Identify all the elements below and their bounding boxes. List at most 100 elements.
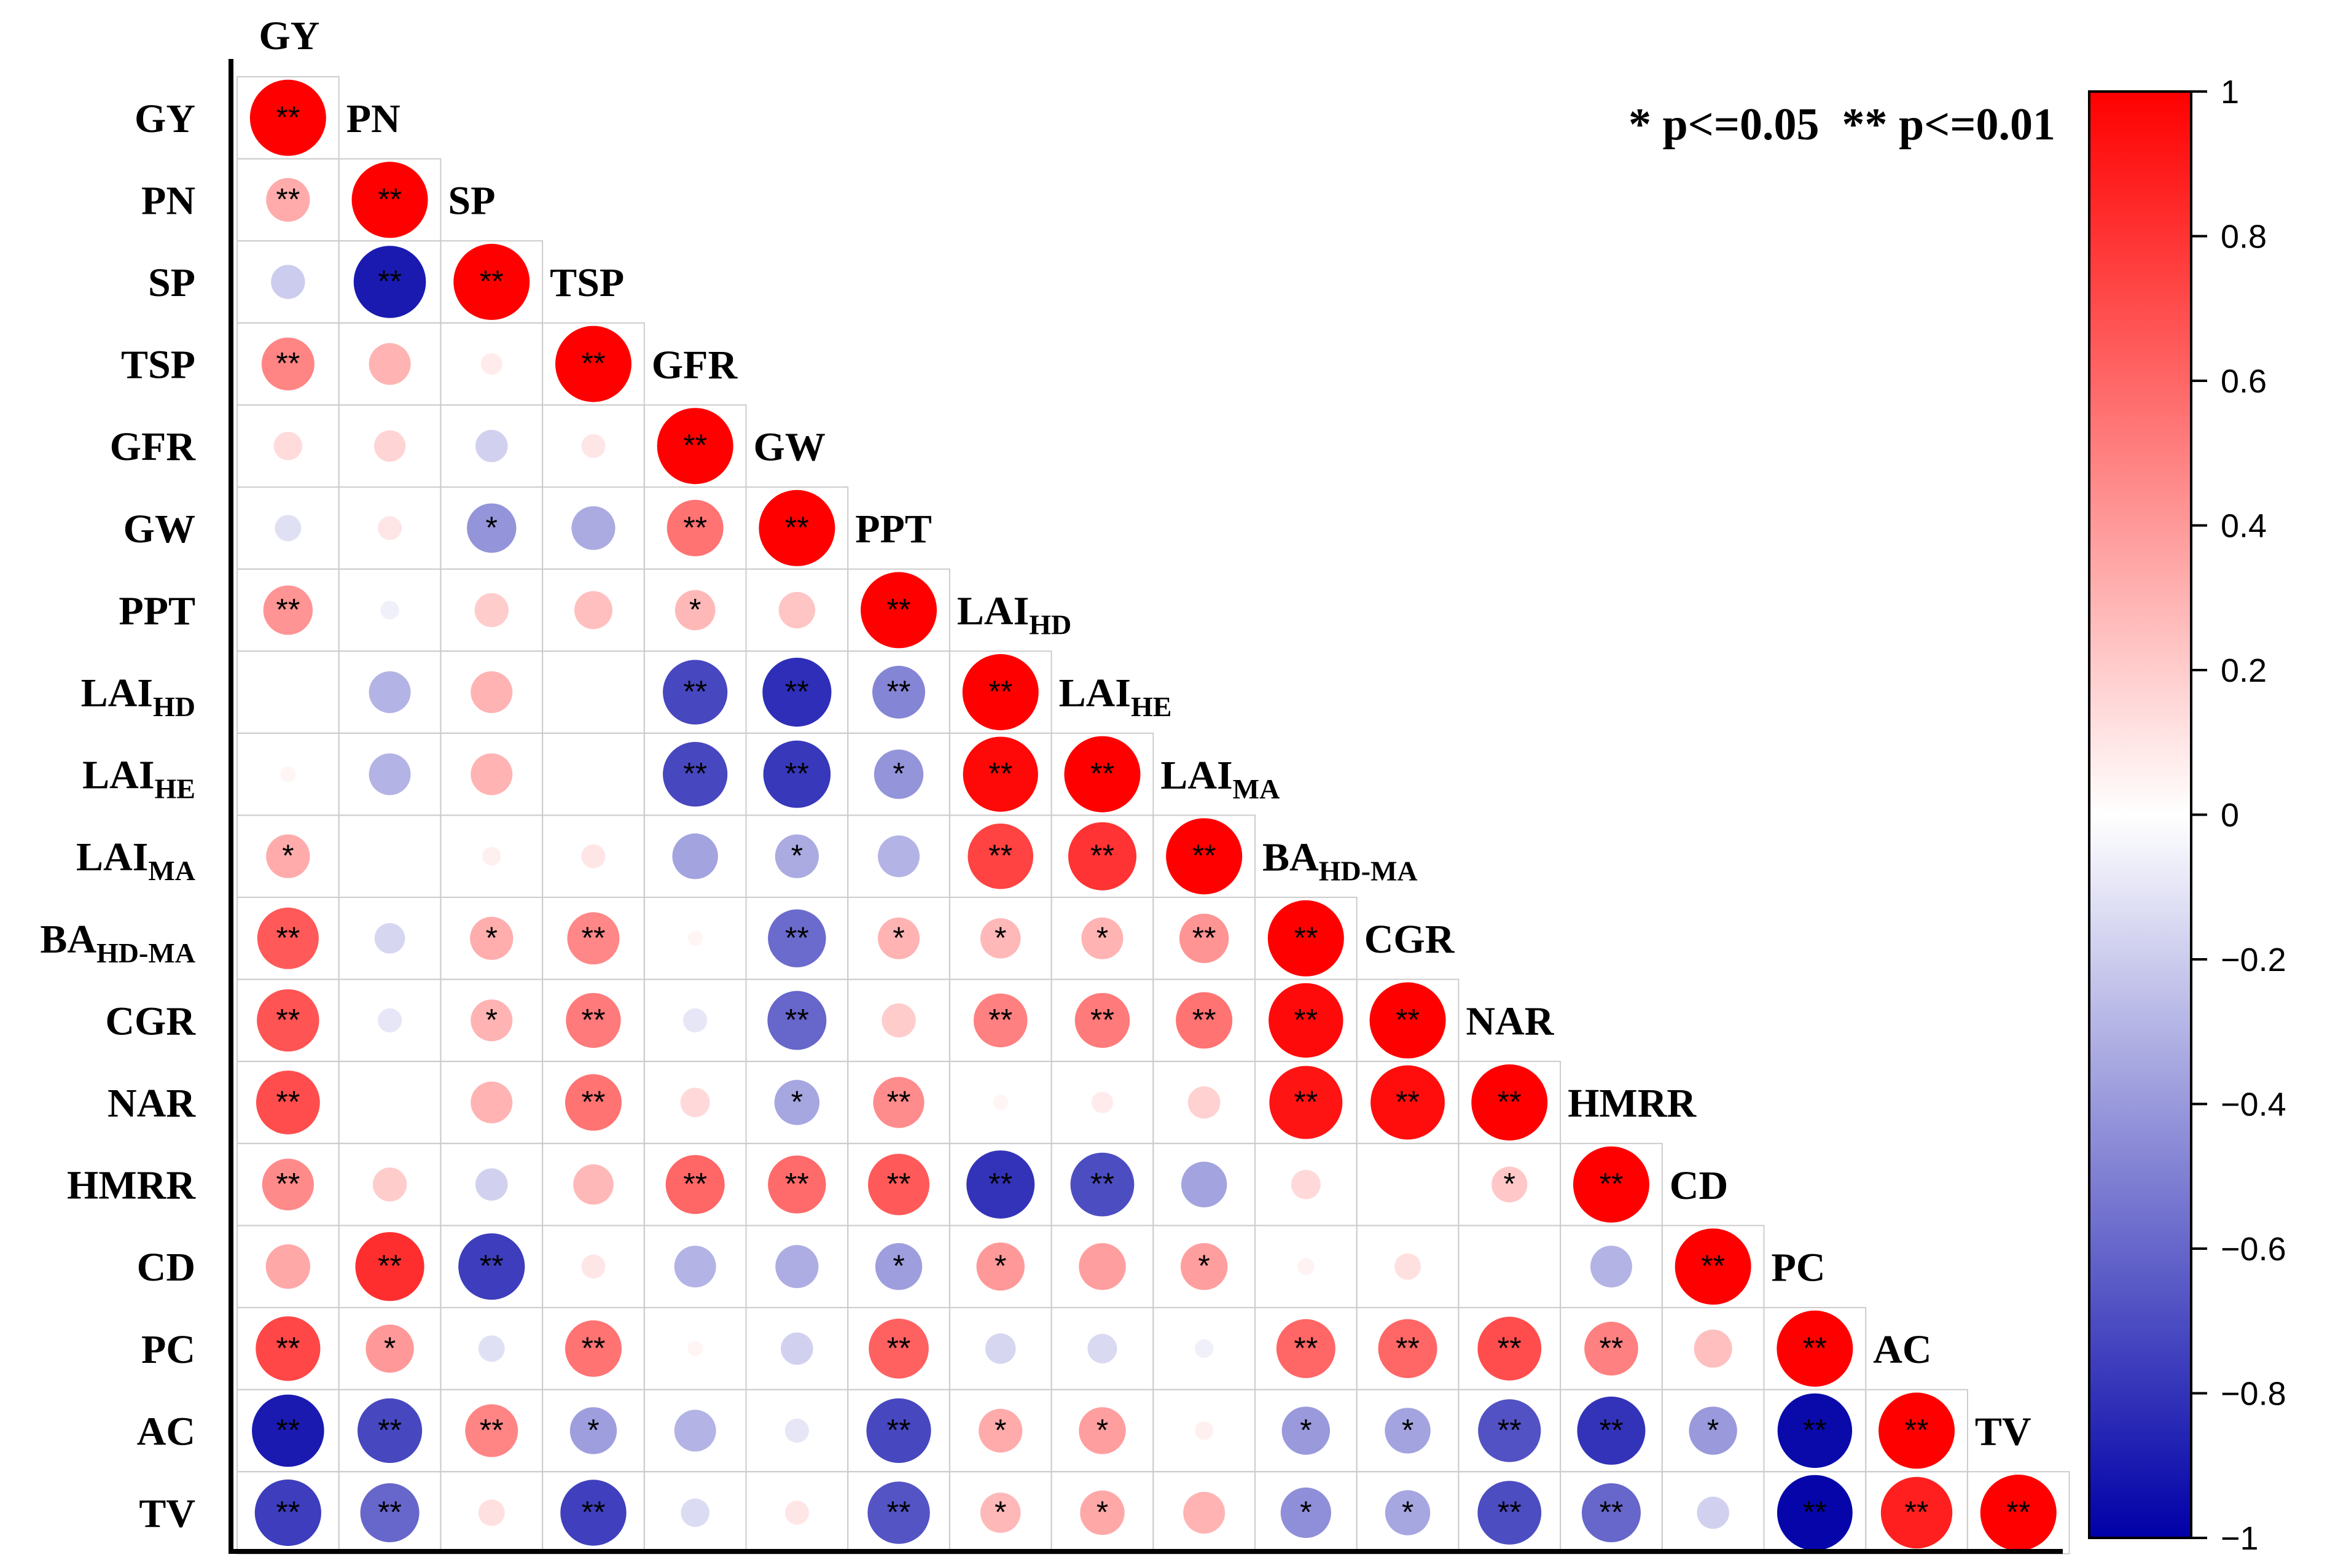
significance-mark: * xyxy=(893,757,904,791)
column-label-GY-main: GY xyxy=(259,14,319,58)
row-label-GW: GW xyxy=(123,507,195,552)
significance-mark: ** xyxy=(1192,838,1216,873)
column-label-SP: SP xyxy=(448,179,495,224)
significance-mark: ** xyxy=(480,1249,504,1283)
correlation-circle-CGR-SP xyxy=(471,999,513,1042)
significance-mark: ** xyxy=(378,264,402,298)
significance-mark: ** xyxy=(276,921,300,955)
correlation-circle-CD-GFR xyxy=(674,1246,716,1288)
correlation-circle-AC-HMRR xyxy=(1577,1396,1646,1465)
correlation-circle-PC-CD xyxy=(1694,1329,1732,1368)
column-label-TV: TV xyxy=(1975,1410,2031,1454)
correlation-circle-GW-GY xyxy=(275,515,302,542)
correlation-circle-BA_HD-MA-GFR xyxy=(687,930,703,946)
column-label-TSP: TSP xyxy=(550,260,624,305)
correlation-circle-SP-GY xyxy=(271,265,305,299)
significance-mark: ** xyxy=(1905,1495,1929,1529)
significance-mark: ** xyxy=(683,428,707,462)
correlation-circle-GY-GY xyxy=(249,79,326,156)
significance-mark: ** xyxy=(887,1495,911,1529)
column-label-PN: PN xyxy=(346,96,401,141)
significance-mark: ** xyxy=(1294,1002,1318,1037)
colorbar-tick-label: −0.8 xyxy=(2221,1376,2286,1413)
row-label-PN: PN xyxy=(141,178,195,223)
colorbar-tick-label: −0.6 xyxy=(2221,1231,2286,1268)
row-labels: GYPNSPTSPGFRGWPPTLAIHDLAIHELAIMABAHD-MAC… xyxy=(40,96,196,1536)
correlation-circle-TV-AC xyxy=(1880,1476,1953,1549)
correlation-circle-CGR-LAI_HE xyxy=(1074,993,1130,1048)
correlation-circle-NAR-BA_HD-MA xyxy=(1269,1066,1343,1139)
matrix-cell xyxy=(1458,1225,1562,1309)
correlation-circle-SP-PN xyxy=(353,246,426,318)
column-label-NAR: NAR xyxy=(1466,999,1554,1044)
correlation-circle-TSP-GY xyxy=(261,337,315,391)
correlation-circle-CD-BA_HD-MA xyxy=(1297,1258,1315,1276)
significance-mark: ** xyxy=(276,1167,300,1201)
correlation-circle-NAR-PPT xyxy=(873,1077,925,1128)
significance-mark: ** xyxy=(1090,838,1114,873)
correlation-circle-PC-LAI_HD xyxy=(985,1333,1016,1364)
significance-mark: ** xyxy=(581,1495,605,1529)
column-label-LAI_HD-main: LAI xyxy=(957,589,1029,634)
column-label-BA_HD-MA-main: BA xyxy=(1262,835,1319,880)
column-label-LAI_MA: LAIMA xyxy=(1160,753,1280,805)
correlation-circle-TV-NAR xyxy=(1477,1481,1542,1545)
significance-mark: ** xyxy=(1396,1085,1420,1119)
correlation-circle-BA_HD-MA-GY xyxy=(257,907,319,969)
significance-mark: ** xyxy=(1701,1249,1725,1283)
significance-mark: ** xyxy=(1803,1413,1827,1447)
significance-mark: * xyxy=(486,921,498,955)
correlation-circle-TV-BA_HD-MA xyxy=(1280,1487,1331,1539)
correlation-circle-PC-LAI_MA xyxy=(1194,1339,1214,1358)
significance-mark: ** xyxy=(2006,1495,2030,1529)
row-label-BA_HD-MA-main: BA xyxy=(40,917,96,962)
row-label-SP: SP xyxy=(148,260,195,305)
row-label-LAI_HD-subscript: HD xyxy=(153,691,195,722)
column-label-CGR-main: CGR xyxy=(1364,917,1455,962)
significance-mark: ** xyxy=(276,1413,300,1447)
significance-mark: ** xyxy=(581,1002,605,1037)
column-label-HMRR: HMRR xyxy=(1568,1081,1697,1126)
column-label-LAI_HD-subscript: HD xyxy=(1029,609,1071,641)
significance-mark: * xyxy=(486,1002,498,1037)
colorbar-tick-label: 0.6 xyxy=(2221,363,2267,400)
correlation-circle-PC-CGR xyxy=(1378,1319,1437,1378)
column-label-GY: GY xyxy=(259,14,319,58)
significance-mark: ** xyxy=(785,674,809,709)
column-label-AC-main: AC xyxy=(1873,1327,1931,1372)
column-label-AC: AC xyxy=(1873,1327,1931,1372)
column-label-LAI_HE: LAIHE xyxy=(1059,671,1172,722)
correlation-circle-AC-LAI_HD xyxy=(979,1408,1023,1453)
correlation-circle-PC-GW xyxy=(781,1332,813,1365)
matrix-grid xyxy=(237,76,2070,1554)
significance-mark: ** xyxy=(1803,1331,1827,1365)
column-label-CGR: CGR xyxy=(1364,917,1455,962)
significance-mark: ** xyxy=(581,346,605,381)
matrix-cell xyxy=(1356,1142,1460,1227)
row-label-BA_HD-MA: BAHD-MA xyxy=(40,917,195,969)
significance-mark: ** xyxy=(683,757,707,791)
significance-mark: ** xyxy=(378,182,402,216)
column-label-HMRR-main: HMRR xyxy=(1568,1081,1697,1126)
matrix-cell xyxy=(338,1061,442,1144)
row-label-CD-main: CD xyxy=(137,1245,195,1290)
correlation-circle-HMRR-LAI_MA xyxy=(1181,1161,1227,1207)
significance-mark: * xyxy=(995,1249,1006,1283)
row-label-GFR: GFR xyxy=(110,424,197,469)
colorbar-gradient xyxy=(2088,90,2192,1539)
significance-mark: ** xyxy=(480,264,504,298)
significance-mark: * xyxy=(995,1413,1006,1447)
correlation-circle-AC-AC xyxy=(1878,1392,1955,1469)
correlation-circle-BA_HD-MA-SP xyxy=(470,916,514,960)
correlation-circle-HMRR-TSP xyxy=(573,1164,614,1205)
row-label-CGR-main: CGR xyxy=(105,999,196,1043)
correlation-circle-GFR-TSP xyxy=(581,434,606,458)
correlation-circle-GFR-GFR xyxy=(657,408,733,485)
column-label-BA_HD-MA: BAHD-MA xyxy=(1262,835,1418,886)
significance-mark: ** xyxy=(1090,1167,1114,1201)
correlation-circle-LAI_HE-GFR xyxy=(663,742,728,807)
significance-mark: * xyxy=(1402,1495,1413,1529)
row-label-LAI_MA-subscript: MA xyxy=(148,855,195,886)
correlation-circle-TV-CGR xyxy=(1385,1490,1431,1535)
correlation-circle-BA_HD-MA-LAI_HE xyxy=(1081,917,1124,959)
